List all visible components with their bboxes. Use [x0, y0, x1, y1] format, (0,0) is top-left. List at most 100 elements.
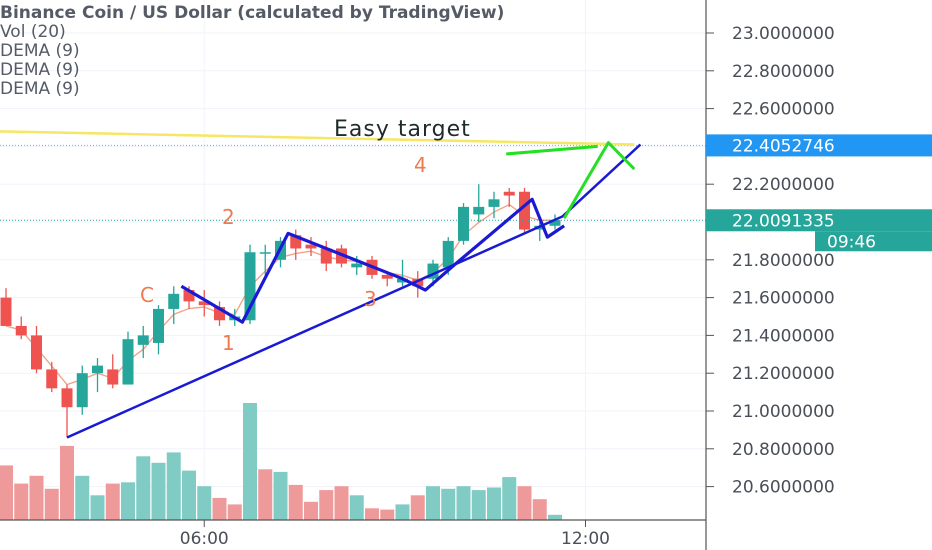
dema-line: [5, 203, 556, 386]
countdown-tag-label: 09:46: [827, 232, 876, 252]
y-tick-label: 22.2000000: [732, 175, 835, 195]
candle-body: [442, 240, 454, 268]
volume-bar: [304, 501, 318, 520]
grid-lines: [0, 0, 706, 520]
y-tick-label: 22.8000000: [732, 62, 835, 82]
candle-body: [549, 220, 561, 226]
candle-body: [488, 199, 500, 207]
current-price-tag-label: 22.0091335: [732, 211, 835, 231]
y-tick-label: 21.4000000: [732, 326, 835, 346]
candle-body: [458, 206, 469, 241]
support-trendline: [66, 143, 642, 439]
candle-body: [153, 308, 164, 343]
indicator-dema-1[interactable]: DEMA (9): [0, 41, 80, 61]
volume-bar: [75, 475, 90, 520]
volume-bar: [365, 508, 379, 520]
y-tick-label: 21.6000000: [732, 289, 835, 309]
candle-body: [137, 335, 149, 345]
current-price-tag: [706, 209, 932, 232]
x-tick-label: 12:00: [561, 529, 610, 549]
volume-bar: [380, 509, 395, 520]
wave-label-2: 2: [222, 205, 235, 229]
y-tick-label: 21.0000000: [732, 402, 835, 422]
indicator-dema-3[interactable]: DEMA (9): [0, 79, 80, 99]
candle-body: [61, 388, 73, 408]
volume-bar: [349, 495, 364, 520]
y-tick-label: 20.6000000: [732, 478, 835, 498]
volume-bars: [0, 403, 562, 520]
y-tick-label: 23.0000000: [732, 24, 835, 44]
y-tick-label: 20.8000000: [732, 440, 835, 460]
volume-bar: [90, 495, 105, 520]
candle-body: [244, 252, 256, 321]
candle-body: [31, 335, 42, 370]
wave-label-4: 4: [414, 153, 427, 177]
candle-body: [305, 244, 317, 249]
countdown-tag: [815, 231, 932, 252]
volume-bar: [14, 483, 29, 520]
candle-body: [198, 301, 210, 306]
wave-label-1: 1: [222, 331, 235, 355]
volume-bar: [44, 488, 59, 520]
volume-bar: [426, 486, 440, 520]
target-price-tag-label: 22.4052746: [732, 136, 835, 156]
volume-bar: [105, 483, 120, 520]
y-tick-label: 21.8000000: [732, 251, 835, 271]
volume-bar: [334, 486, 349, 520]
volume-bar: [136, 456, 151, 520]
volume-bar: [395, 504, 410, 520]
candle-body: [76, 373, 88, 408]
candle-body: [183, 290, 195, 302]
candle-body: [92, 365, 103, 374]
volume-bar: [319, 490, 334, 520]
candle-body: [15, 325, 27, 336]
volume-bar: [0, 465, 13, 520]
time-axis: 06:00 12:00: [0, 519, 706, 549]
elliott-wave-path: [180, 197, 566, 324]
y-tick-label: 21.2000000: [732, 364, 835, 384]
volume-bar: [197, 486, 212, 520]
volume-bar: [212, 497, 227, 520]
volume-bar: [548, 514, 562, 520]
volume-bar: [410, 495, 425, 520]
volume-bar: [288, 484, 303, 520]
volume-bar: [273, 471, 288, 520]
candle-body: [214, 307, 225, 321]
candle-body: [259, 252, 271, 254]
volume-bar: [487, 487, 501, 520]
candle-body: [381, 274, 393, 279]
candle-body: [503, 191, 515, 196]
projection-path: [562, 141, 636, 219]
candle-body: [290, 235, 302, 249]
candle-body: [122, 339, 134, 385]
volume-bar: [166, 452, 181, 520]
volume-bar: [182, 470, 196, 520]
candle-body: [351, 263, 363, 268]
symbol-title[interactable]: Binance Coin / US Dollar (calculated by …: [0, 4, 505, 23]
candle-body: [397, 278, 408, 283]
volume-bar: [227, 504, 242, 520]
wave-label-c: C: [140, 283, 154, 307]
volume-bar: [517, 486, 532, 520]
candle-body: [0, 297, 12, 326]
candle-body: [320, 248, 332, 264]
candle-body: [427, 263, 439, 279]
candle-body: [519, 191, 530, 230]
volume-bar: [258, 469, 273, 520]
volume-bar: [456, 486, 471, 520]
candle-body: [168, 293, 180, 309]
easy-target-line: [0, 130, 635, 146]
candle-body: [412, 278, 424, 287]
chart-legend: Binance Coin / US Dollar (calculated by …: [0, 4, 703, 99]
easy-target-text: Easy target: [334, 117, 471, 142]
indicator-dema-2[interactable]: DEMA (9): [0, 60, 80, 80]
volume-bar: [471, 490, 486, 520]
volume-bar: [151, 462, 166, 520]
chart-drawings: Easy target C 1 2 3 4: [0, 117, 706, 439]
target-price-tag: [706, 134, 932, 157]
volume-bar: [243, 403, 257, 520]
projection-arrow-stroke: [506, 144, 598, 156]
x-tick-label: 06:00: [180, 529, 229, 549]
indicator-volume[interactable]: Vol (20): [0, 22, 66, 42]
